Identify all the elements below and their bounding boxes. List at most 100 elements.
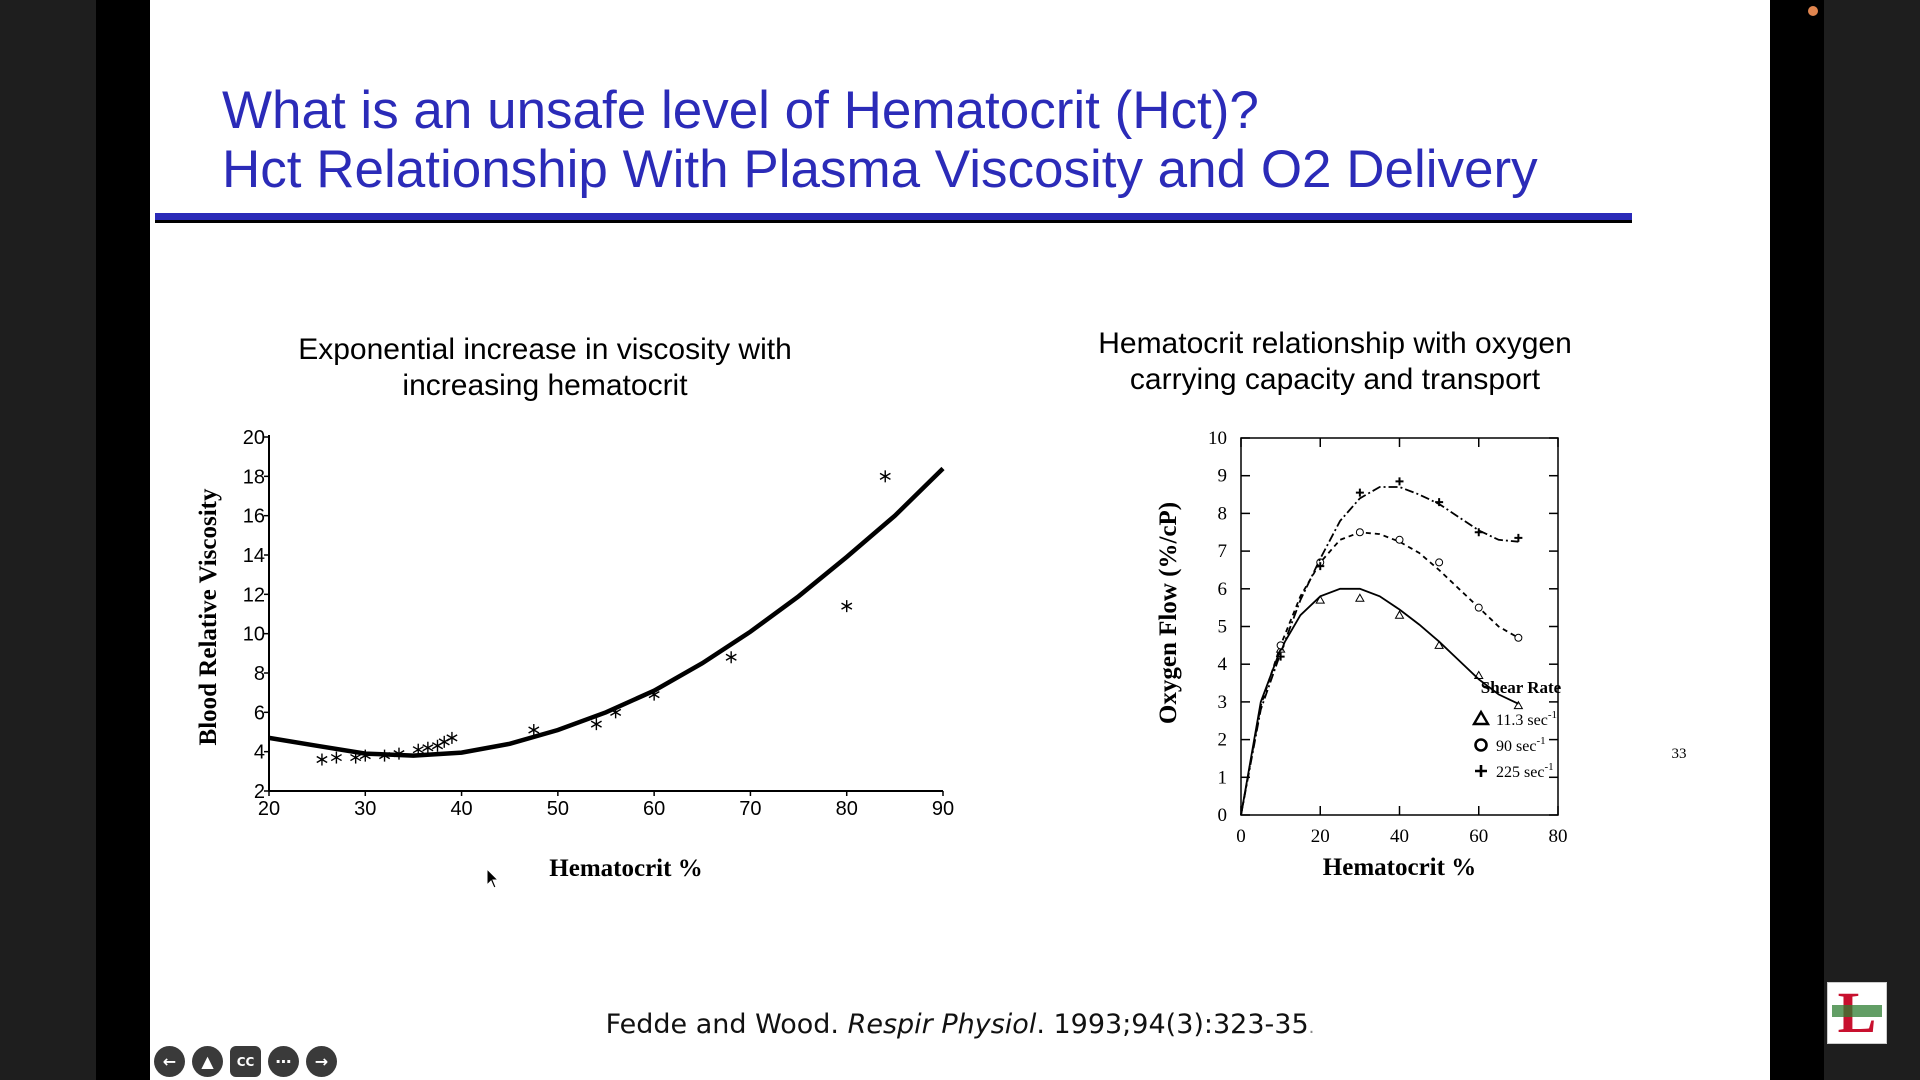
y-tick-label: 6 [1218, 579, 1228, 600]
series-line [1240, 486, 1519, 816]
x-tick-label: 0 [1236, 826, 1246, 847]
slide-title-line1: What is an unsafe level of Hematocrit (H… [222, 81, 1259, 140]
y-tick-label: 6 [254, 702, 265, 724]
plus-marker [1355, 488, 1364, 497]
x-axis-label: Hematocrit % [549, 855, 702, 882]
y-tick-label: 1 [1218, 767, 1228, 788]
arrow-left-icon[interactable]: ← [154, 1046, 185, 1077]
data-point [725, 651, 737, 664]
triangle-marker [1473, 670, 1484, 680]
data-point [879, 470, 891, 483]
y-tick-label: 5 [1218, 617, 1228, 638]
data-point [350, 751, 362, 764]
viscosity-chart-title: Exponential increase in viscosity with i… [298, 333, 792, 402]
oxygen-chart: 0 1 2 3 4 5 6 7 8 9 10 0 20 40 60 80 Shear Rate 11.3 sec-… [1155, 428, 1687, 881]
series-line [1240, 531, 1519, 816]
plus-marker [1316, 562, 1325, 571]
status-dot [1808, 6, 1818, 16]
triangle-marker [1513, 700, 1524, 710]
x-tick-label: 80 [1549, 826, 1568, 847]
circle-marker [1355, 528, 1364, 537]
y-tick-label: 2 [1218, 730, 1228, 751]
x-tick-label: 40 [450, 798, 472, 820]
x-axis-label: Hematocrit % [1323, 854, 1476, 881]
title-rule [155, 213, 1632, 223]
legend-triangle-marker [1471, 709, 1491, 726]
right-letterbox [1770, 0, 1824, 1080]
citation-end: . [1308, 1017, 1315, 1038]
legend-label: 225 sec-1 [1496, 761, 1554, 781]
viscosity-chart: 2 4 6 8 10 12 14 16 18 20 20 30 40 50 60 70 80 90 Hematocr… [195, 427, 954, 882]
more-icon[interactable]: ⋯ [268, 1046, 299, 1077]
y-tick-label: 18 [243, 466, 265, 488]
university-logo: L [1827, 982, 1887, 1044]
mouse-cursor-icon [486, 868, 500, 889]
y-axis-label: Blood Relative Viscosity [195, 488, 222, 745]
series-line [1240, 587, 1519, 816]
legend-circle-marker [1474, 738, 1488, 752]
triangle-marker [1315, 595, 1326, 604]
legend-plus-marker [1475, 765, 1487, 777]
circle-marker [1435, 558, 1444, 567]
x-tick-label: 60 [643, 798, 665, 820]
citation-details: . 1993;94(3):323-35 [1036, 1009, 1309, 1040]
data-point [648, 688, 660, 701]
data-point [590, 718, 602, 731]
y-tick-label: 0 [1218, 805, 1228, 826]
y-tick-label: 12 [243, 584, 265, 606]
citation: Fedde and Wood. Respir Physiol. 1993;94(… [150, 1009, 1770, 1040]
y-tick-label: 4 [1218, 654, 1228, 675]
data-point [610, 706, 622, 719]
data-point [422, 741, 434, 754]
y-tick-label: 10 [243, 624, 265, 646]
slide-title-line2: Hct Relationship With Plasma Viscosity a… [222, 140, 1538, 199]
data-point [841, 600, 853, 613]
data-point [412, 743, 424, 756]
x-tick-label: 20 [258, 798, 280, 820]
arrow-right-icon[interactable]: → [306, 1046, 337, 1077]
slideshow-controls: ← ▲ CC ⋯ → [154, 1046, 337, 1077]
legend-label: 90 sec-1 [1496, 735, 1546, 755]
data-point [528, 724, 540, 737]
y-tick-label: 7 [1218, 541, 1228, 562]
y-tick-label: 4 [254, 742, 265, 764]
y-tick-label: 8 [1218, 503, 1228, 524]
page-number-annotation: 33 [1672, 746, 1687, 762]
logo-badge [1832, 1005, 1882, 1017]
triangle-marker [1434, 640, 1444, 649]
y-tick-label: 8 [254, 663, 265, 685]
x-tick-label: 20 [1311, 826, 1330, 847]
data-point [359, 749, 371, 762]
citation-journal: Respir Physiol [847, 1009, 1037, 1040]
triangle-marker [1394, 610, 1405, 619]
plus-marker [1474, 528, 1483, 537]
plus-marker [1514, 533, 1523, 542]
captions-label: CC [236, 1054, 255, 1069]
pointer-icon[interactable]: ▲ [192, 1046, 223, 1077]
y-tick-label: 16 [243, 506, 265, 528]
circle-marker [1514, 633, 1523, 642]
triangle-marker [1355, 593, 1365, 602]
legend-title: Shear Rate [1481, 678, 1562, 697]
y-tick-label: 20 [243, 427, 265, 449]
data-point [446, 731, 458, 744]
captions-icon[interactable]: CC [230, 1046, 261, 1077]
plus-marker [1395, 477, 1404, 486]
left-letterbox [96, 0, 150, 1080]
slide: What is an unsafe level of Hematocrit (H… [150, 0, 1770, 1080]
y-tick-label: 10 [1208, 428, 1227, 449]
data-point [316, 753, 328, 766]
citation-authors: Fedde and Wood. [605, 1009, 848, 1040]
x-tick-label: 80 [836, 798, 858, 820]
plot-frame [1240, 437, 1559, 816]
x-tick-label: 70 [739, 798, 761, 820]
plus-marker [1276, 652, 1285, 661]
y-tick-label: 2 [254, 781, 265, 803]
circle-marker [1474, 603, 1483, 612]
x-tick-label: 50 [547, 798, 569, 820]
oxygen-chart-title: Hematocrit relationship with oxygen carr… [1098, 327, 1572, 396]
data-point [378, 749, 391, 762]
y-tick-label: 14 [243, 545, 265, 567]
plus-marker [1435, 498, 1444, 507]
x-tick-label: 90 [932, 798, 954, 820]
